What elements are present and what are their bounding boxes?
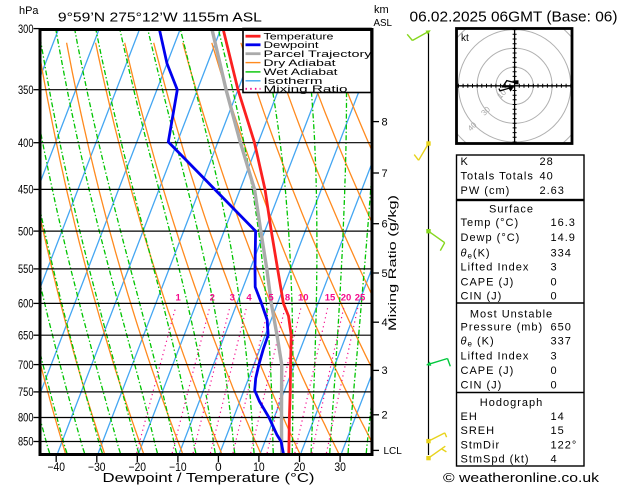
svg-text:CIN (J): CIN (J) (461, 379, 503, 391)
svg-text:EH: EH (461, 411, 478, 423)
svg-text:5: 5 (382, 268, 388, 280)
svg-text:Lifted Index: Lifted Index (461, 351, 530, 363)
svg-text:Lifted Index: Lifted Index (461, 262, 530, 274)
svg-text:Mixing Ratio: Mixing Ratio (264, 84, 348, 94)
svg-text:Wet Adiabat: Wet Adiabat (264, 67, 339, 77)
svg-text:θe(K): θe(K) (461, 247, 491, 260)
svg-text:1: 1 (176, 293, 182, 304)
svg-text:−20: −20 (129, 462, 147, 474)
svg-text:Totals Totals: Totals Totals (461, 170, 534, 182)
svg-text:3: 3 (551, 262, 558, 274)
svg-text:15: 15 (551, 425, 565, 437)
svg-text:337: 337 (551, 335, 572, 347)
svg-text:2: 2 (382, 410, 388, 422)
svg-text:7: 7 (382, 168, 388, 180)
svg-text:0: 0 (551, 277, 558, 289)
svg-text:14.9: 14.9 (551, 232, 576, 244)
svg-text:Mixing Ratio (g/kg): Mixing Ratio (g/kg) (387, 195, 399, 331)
svg-text:15: 15 (325, 293, 336, 304)
svg-text:06.02.2025 06GMT (Base: 06): 06.02.2025 06GMT (Base: 06) (410, 8, 618, 25)
svg-text:10: 10 (298, 293, 309, 304)
svg-text:6: 6 (382, 219, 388, 231)
svg-text:450: 450 (18, 183, 34, 197)
svg-text:16.3: 16.3 (551, 217, 576, 229)
svg-text:ASL: ASL (374, 18, 393, 29)
svg-text:550: 550 (18, 262, 34, 276)
svg-text:500: 500 (18, 224, 34, 238)
svg-text:StmDir: StmDir (461, 439, 501, 451)
svg-text:25: 25 (355, 293, 366, 304)
svg-text:Pressure (mb): Pressure (mb) (461, 322, 544, 334)
svg-text:800: 800 (18, 411, 34, 425)
svg-text:600: 600 (18, 297, 34, 311)
svg-text:CAPE (J): CAPE (J) (461, 365, 515, 377)
svg-text:CIN (J): CIN (J) (461, 290, 503, 302)
svg-text:StmSpd (kt): StmSpd (kt) (461, 454, 530, 466)
svg-text:8: 8 (382, 116, 388, 128)
svg-text:0: 0 (215, 462, 222, 474)
svg-text:20: 20 (341, 293, 352, 304)
svg-text:K: K (461, 156, 469, 168)
svg-text:300: 300 (18, 22, 34, 36)
svg-text:10: 10 (253, 462, 265, 474)
svg-text:122°: 122° (551, 439, 578, 451)
svg-text:3: 3 (230, 293, 235, 304)
svg-text:−30: −30 (88, 462, 106, 474)
svg-text:Temperature: Temperature (264, 31, 334, 41)
svg-text:350: 350 (18, 83, 34, 97)
svg-text:CAPE (J): CAPE (J) (461, 277, 515, 289)
svg-text:Parcel Trajectory: Parcel Trajectory (264, 49, 373, 59)
svg-text:3: 3 (382, 365, 388, 377)
svg-text:−40: −40 (47, 462, 65, 474)
svg-text:Isotherm: Isotherm (264, 76, 323, 86)
svg-text:θe (K): θe (K) (461, 335, 495, 348)
svg-text:400: 400 (18, 136, 34, 150)
svg-text:SREH: SREH (461, 425, 496, 437)
svg-text:© weatheronline.co.uk: © weatheronline.co.uk (443, 471, 600, 485)
svg-text:850: 850 (18, 435, 34, 449)
svg-text:Dewp (°C): Dewp (°C) (461, 232, 521, 244)
svg-text:Temp (°C): Temp (°C) (461, 217, 520, 229)
svg-text:40: 40 (540, 170, 554, 182)
svg-text:28: 28 (540, 156, 554, 168)
svg-text:LCL: LCL (384, 446, 403, 457)
svg-text:650: 650 (18, 328, 34, 342)
svg-text:20: 20 (294, 462, 306, 474)
svg-text:3: 3 (551, 351, 558, 363)
svg-text:9°59’N 275°12’W 1155m ASL: 9°59’N 275°12’W 1155m ASL (58, 9, 262, 24)
svg-text:8: 8 (285, 293, 290, 304)
svg-text:334: 334 (551, 247, 572, 259)
svg-text:2: 2 (210, 293, 215, 304)
svg-text:hPa: hPa (19, 5, 39, 17)
svg-text:Dewpoint: Dewpoint (264, 40, 320, 50)
svg-text:5: 5 (268, 293, 274, 304)
svg-text:Dry Adiabat: Dry Adiabat (264, 58, 337, 68)
svg-text:Surface: Surface (489, 204, 534, 216)
svg-text:650: 650 (551, 322, 572, 334)
svg-text:750: 750 (18, 385, 34, 399)
svg-text:0: 0 (551, 290, 558, 302)
svg-text:Hodograph: Hodograph (480, 397, 543, 409)
svg-text:PW (cm): PW (cm) (461, 185, 511, 197)
svg-text:14: 14 (551, 411, 565, 423)
svg-text:30: 30 (334, 462, 346, 474)
svg-text:kt: kt (461, 33, 469, 44)
svg-text:km: km (374, 4, 389, 16)
svg-text:Most Unstable: Most Unstable (470, 308, 553, 320)
svg-text:4: 4 (551, 454, 558, 466)
svg-text:0: 0 (551, 379, 558, 391)
svg-text:Dewpoint / Temperature (°C): Dewpoint / Temperature (°C) (103, 471, 315, 485)
svg-text:2.63: 2.63 (540, 185, 565, 197)
svg-text:0: 0 (551, 365, 558, 377)
svg-text:4: 4 (382, 317, 388, 329)
svg-text:4: 4 (246, 293, 252, 304)
svg-text:700: 700 (18, 358, 34, 372)
svg-text:−10: −10 (169, 462, 187, 474)
